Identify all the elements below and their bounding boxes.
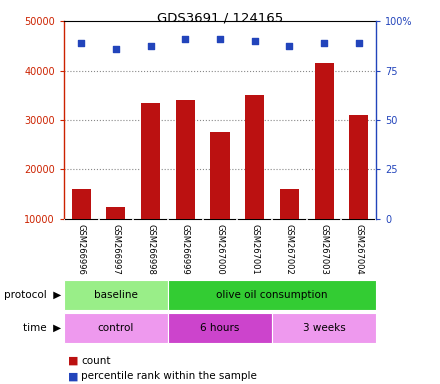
Point (321, 40, 328, 46)
Text: olive oil consumption: olive oil consumption (216, 290, 328, 300)
Point (77, 40, 84, 46)
Bar (106, 207, 125, 219)
Text: percentile rank within the sample: percentile rank within the sample (81, 371, 257, 381)
Bar (272, 313, 376, 343)
Point (112, 46, 119, 52)
Point (147, 43, 154, 49)
Text: GSM267002: GSM267002 (285, 223, 294, 275)
Text: protocol  ▶: protocol ▶ (4, 290, 62, 300)
Text: 3 weeks: 3 weeks (303, 323, 345, 333)
Text: baseline: baseline (94, 290, 138, 300)
Bar (64, 280, 168, 310)
Bar (210, 132, 230, 219)
Point (356, 40, 363, 46)
Text: 6 hours: 6 hours (200, 323, 240, 333)
Text: GSM266996: GSM266996 (77, 223, 86, 275)
Bar (349, 115, 368, 219)
Bar (280, 189, 299, 219)
Point (251, 38, 258, 44)
Text: GSM266999: GSM266999 (181, 223, 190, 275)
Text: GSM267000: GSM267000 (216, 223, 224, 275)
Bar (168, 280, 376, 310)
Text: control: control (98, 323, 134, 333)
Bar (315, 63, 334, 219)
Text: GDS3691 / 124165: GDS3691 / 124165 (157, 12, 283, 25)
Text: GSM267003: GSM267003 (319, 223, 329, 275)
Text: time  ▶: time ▶ (23, 323, 62, 333)
Bar (64, 313, 168, 343)
Text: GSM267001: GSM267001 (250, 223, 259, 275)
Point (182, 36, 189, 42)
Point (216, 36, 224, 42)
Bar (72, 189, 91, 219)
Bar (245, 95, 264, 219)
Text: GSM266998: GSM266998 (146, 223, 155, 275)
Bar (141, 103, 160, 219)
Bar (168, 313, 272, 343)
Text: GSM266997: GSM266997 (111, 223, 121, 275)
Text: ■: ■ (68, 371, 79, 381)
Text: ■: ■ (68, 356, 79, 366)
Text: GSM267004: GSM267004 (354, 223, 363, 275)
Point (286, 43, 293, 49)
Bar (176, 100, 195, 219)
Text: count: count (81, 356, 111, 366)
